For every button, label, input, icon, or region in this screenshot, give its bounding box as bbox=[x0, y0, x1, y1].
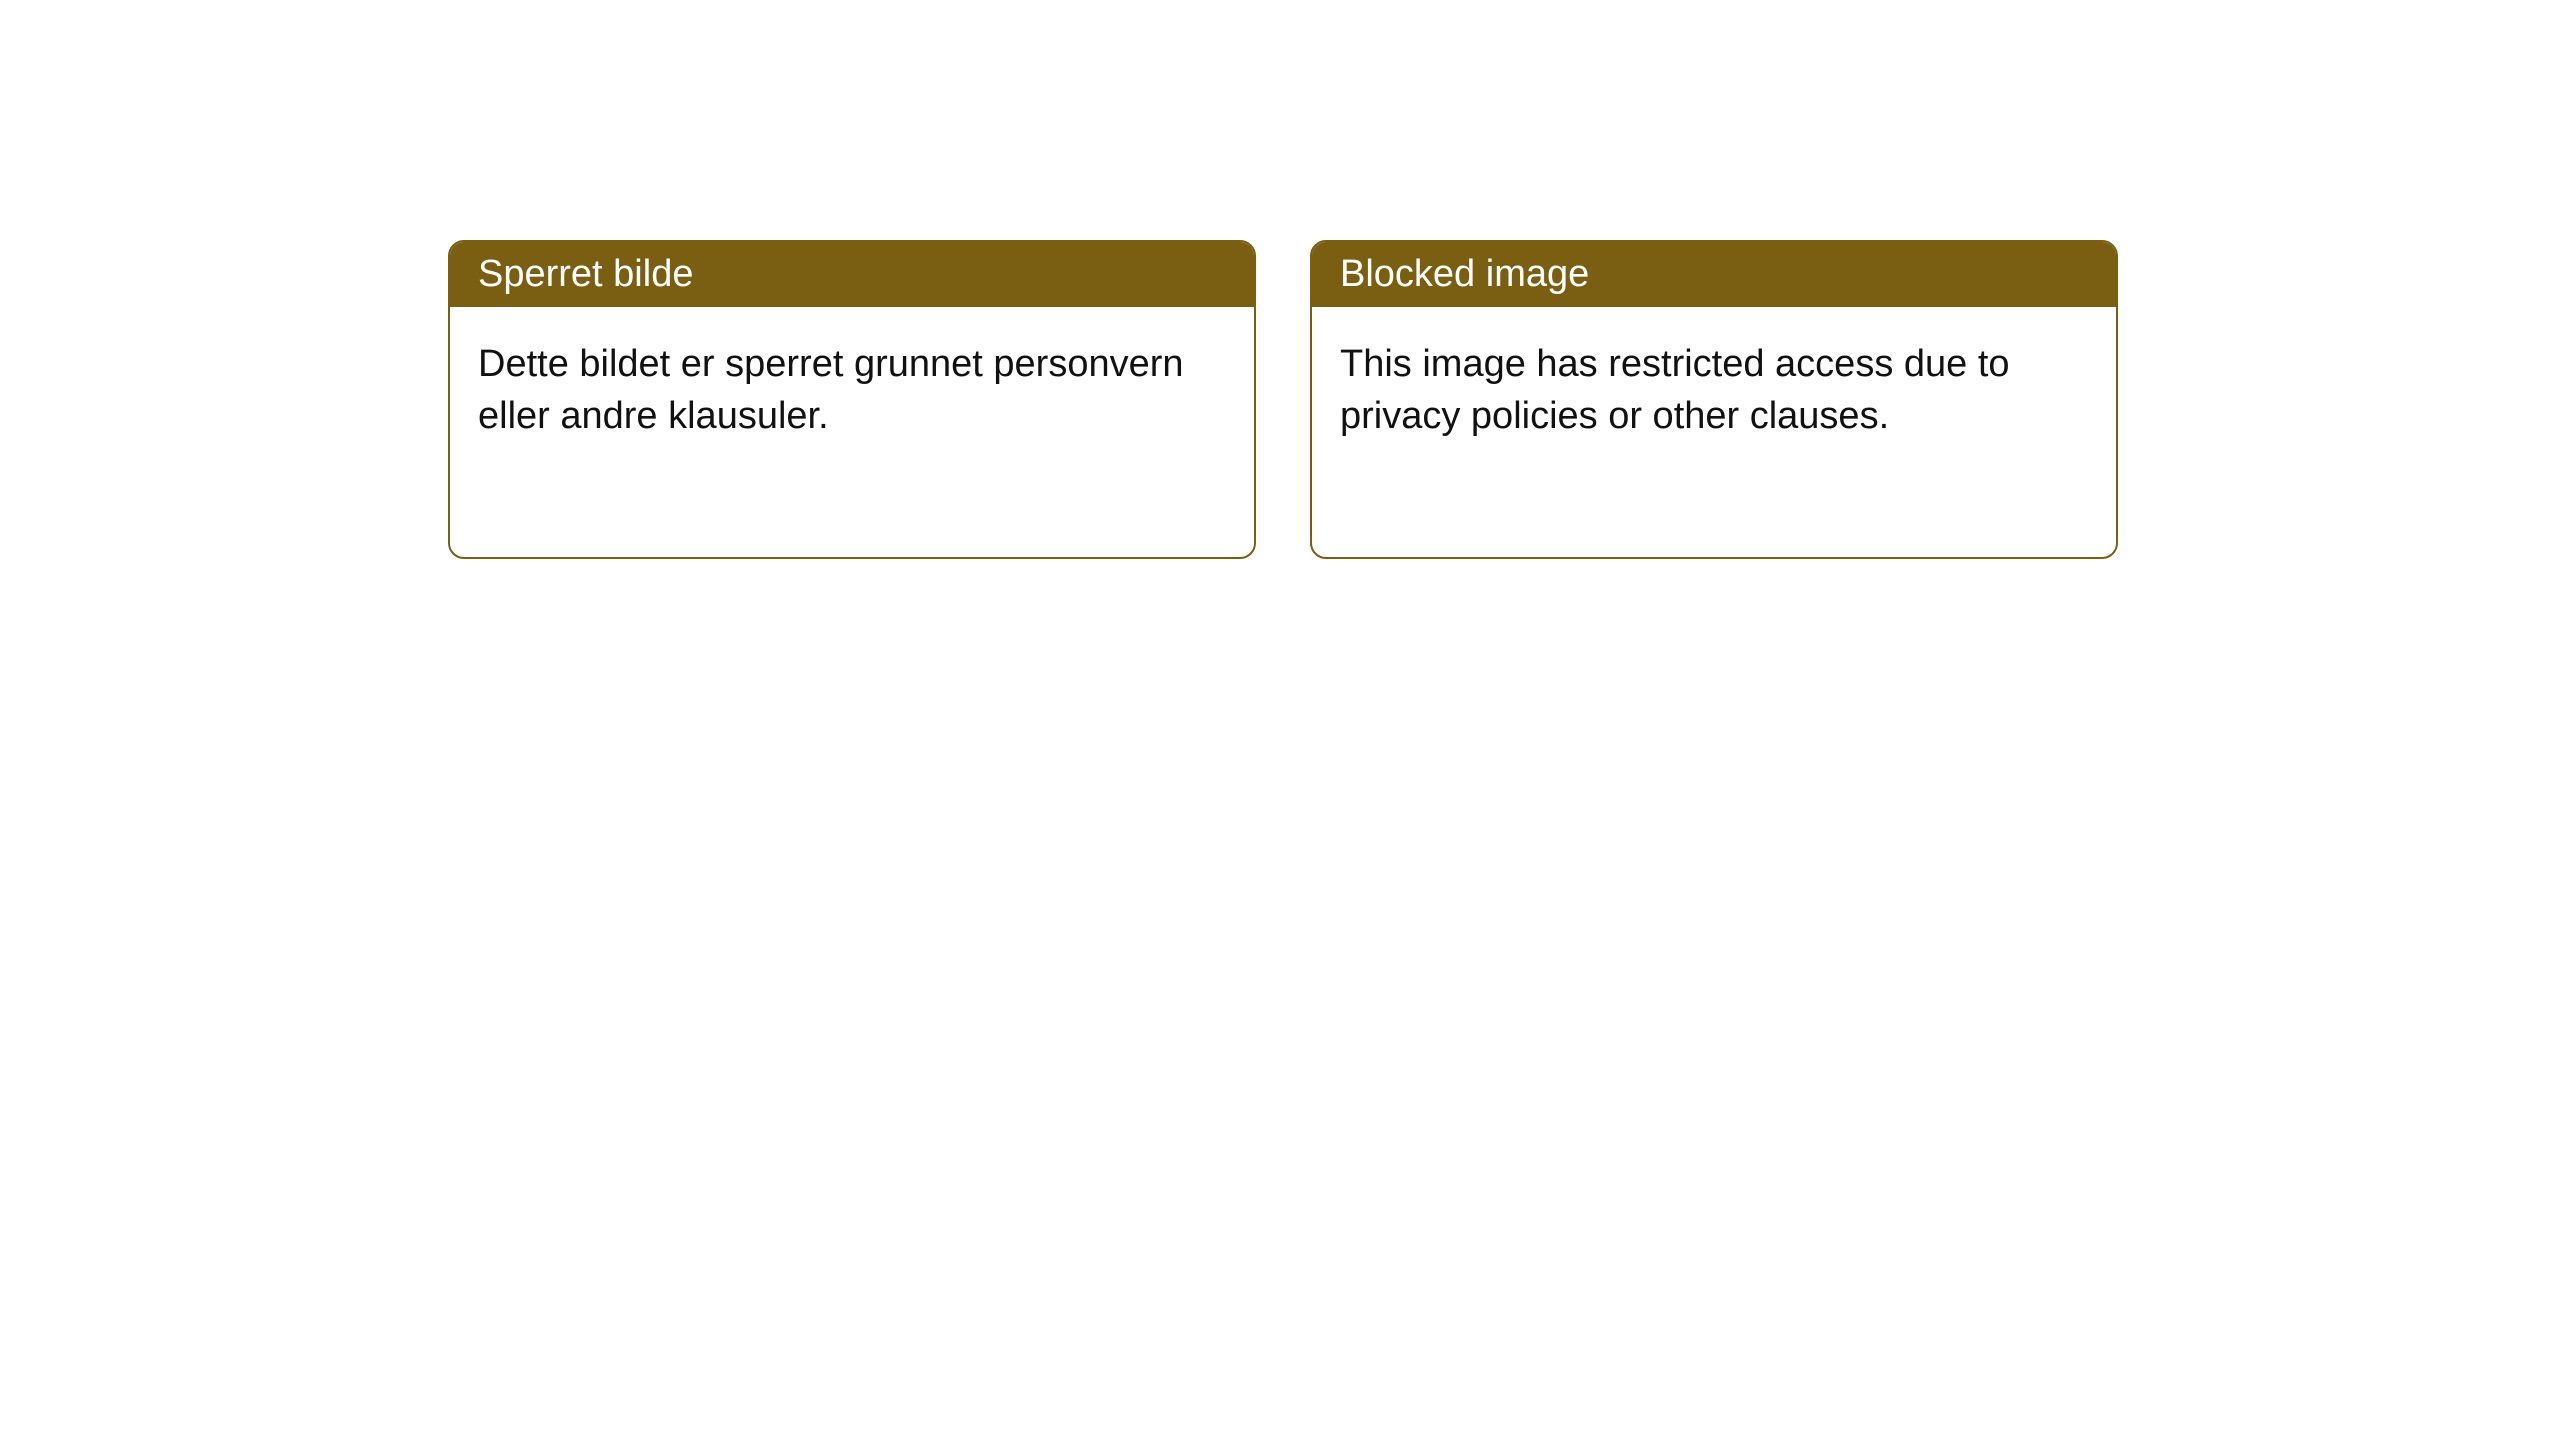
card-body: Dette bildet er sperret grunnet personve… bbox=[450, 307, 1254, 557]
card-english: Blocked image This image has restricted … bbox=[1310, 240, 2118, 559]
card-header: Blocked image bbox=[1312, 242, 2116, 307]
card-body-text: This image has restricted access due to … bbox=[1340, 343, 2010, 436]
card-title: Blocked image bbox=[1340, 253, 1589, 295]
card-title: Sperret bilde bbox=[478, 253, 693, 295]
card-header: Sperret bilde bbox=[450, 242, 1254, 307]
card-body: This image has restricted access due to … bbox=[1312, 307, 2116, 557]
card-body-text: Dette bildet er sperret grunnet personve… bbox=[478, 343, 1184, 436]
cards-container: Sperret bilde Dette bildet er sperret gr… bbox=[448, 240, 2118, 559]
card-norwegian: Sperret bilde Dette bildet er sperret gr… bbox=[448, 240, 1256, 559]
